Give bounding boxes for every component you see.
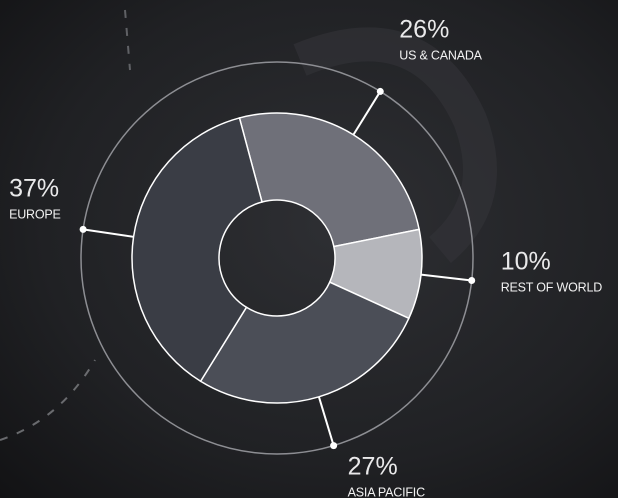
leader-dot bbox=[376, 87, 384, 95]
leader-dot bbox=[468, 277, 476, 285]
leader-dot bbox=[330, 442, 338, 450]
donut-segment bbox=[131, 117, 263, 383]
leader-line bbox=[420, 273, 472, 282]
donut bbox=[131, 112, 423, 404]
category-label: EUROPE bbox=[9, 207, 61, 221]
leader-line bbox=[82, 228, 134, 238]
leader-line bbox=[317, 396, 335, 446]
leader-dot bbox=[79, 225, 87, 233]
leader-line bbox=[352, 90, 382, 136]
donut-segment bbox=[199, 281, 410, 404]
donut-segment bbox=[238, 112, 421, 248]
category-label: ASIA PACIFIC bbox=[348, 486, 425, 498]
value-label: 10% bbox=[501, 248, 551, 276]
value-label: 26% bbox=[399, 15, 449, 43]
category-label: US & CANADA bbox=[399, 48, 482, 62]
value-label: 27% bbox=[348, 453, 398, 481]
background-stitch bbox=[0, 359, 96, 441]
category-label: REST OF WORLD bbox=[501, 281, 603, 295]
value-label: 37% bbox=[9, 174, 59, 202]
outer-ring bbox=[80, 61, 474, 455]
background-shape bbox=[293, 27, 497, 264]
